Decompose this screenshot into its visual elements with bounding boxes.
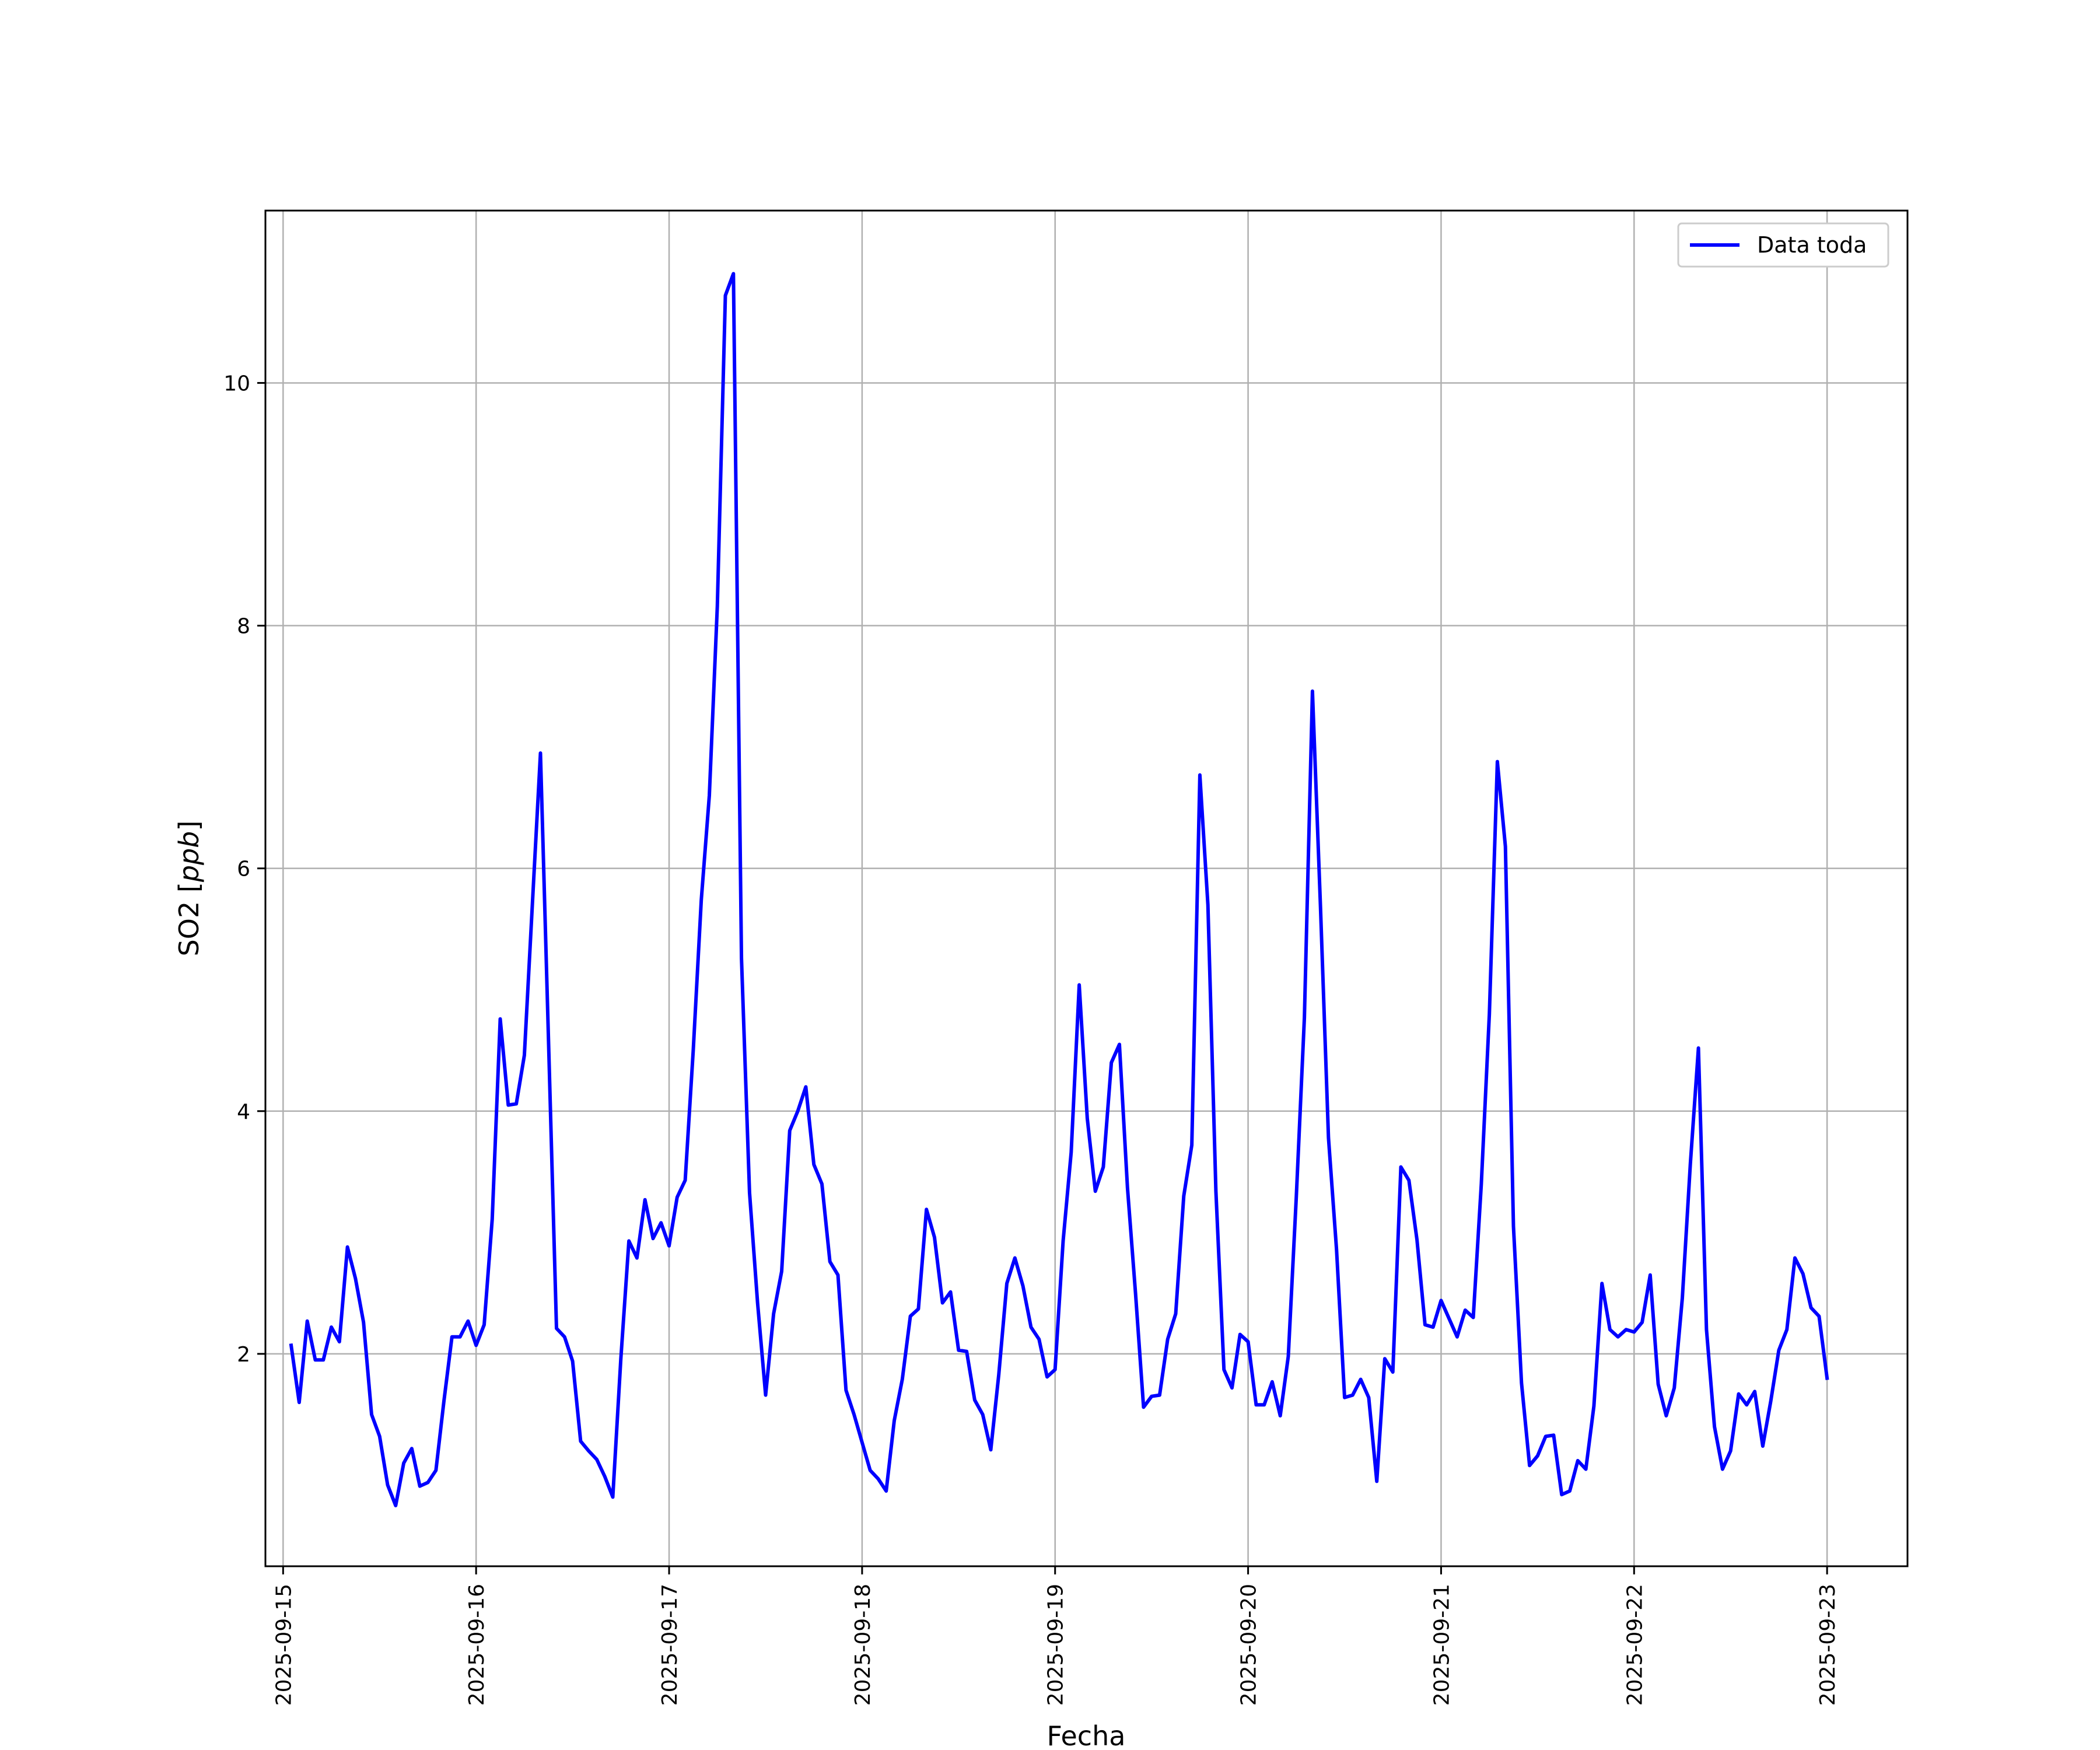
legend-label: Data toda [1757, 232, 1867, 258]
y-axis-ticks: 2 4 6 8 10 [223, 372, 265, 1367]
x-axis-title: Fecha [1047, 1720, 1126, 1750]
x-tick-label: 2025-09-23 [1816, 1584, 1840, 1706]
x-tick-label: 2025-09-21 [1430, 1584, 1454, 1706]
y-axis-title: SO2 [ppb] [173, 821, 205, 957]
x-tick-label: 2025-09-15 [272, 1584, 296, 1706]
y-axis-title-unit: ppb [173, 831, 205, 883]
series-layer [289, 272, 1829, 1507]
legend: Data toda [1677, 222, 1889, 268]
x-tick-label: 2025-09-16 [465, 1584, 489, 1706]
x-tick-label: 2025-09-22 [1623, 1584, 1647, 1706]
x-tick-label: 2025-09-18 [851, 1584, 875, 1706]
y-tick-label: 4 [237, 1100, 250, 1124]
x-tick-label: 2025-09-19 [1044, 1584, 1068, 1706]
y-tick-label: 6 [237, 858, 250, 881]
series-line-data-toda [289, 272, 1829, 1507]
plot-frame [264, 209, 1909, 1567]
legend-box [1677, 222, 1889, 268]
x-tick-label: 2025-09-17 [658, 1584, 682, 1706]
y-tick-label: 10 [223, 372, 250, 396]
y-tick-label: 2 [237, 1343, 250, 1367]
x-tick-label: 2025-09-20 [1237, 1584, 1261, 1706]
y-axis-title-close: ] [173, 821, 205, 831]
y-tick-label: 8 [237, 615, 250, 639]
y-axis-title-text: SO2 [ [173, 882, 205, 956]
x-axis-ticks: 2025-09-15 2025-09-16 2025-09-17 2025-09-18… [272, 1566, 1840, 1706]
